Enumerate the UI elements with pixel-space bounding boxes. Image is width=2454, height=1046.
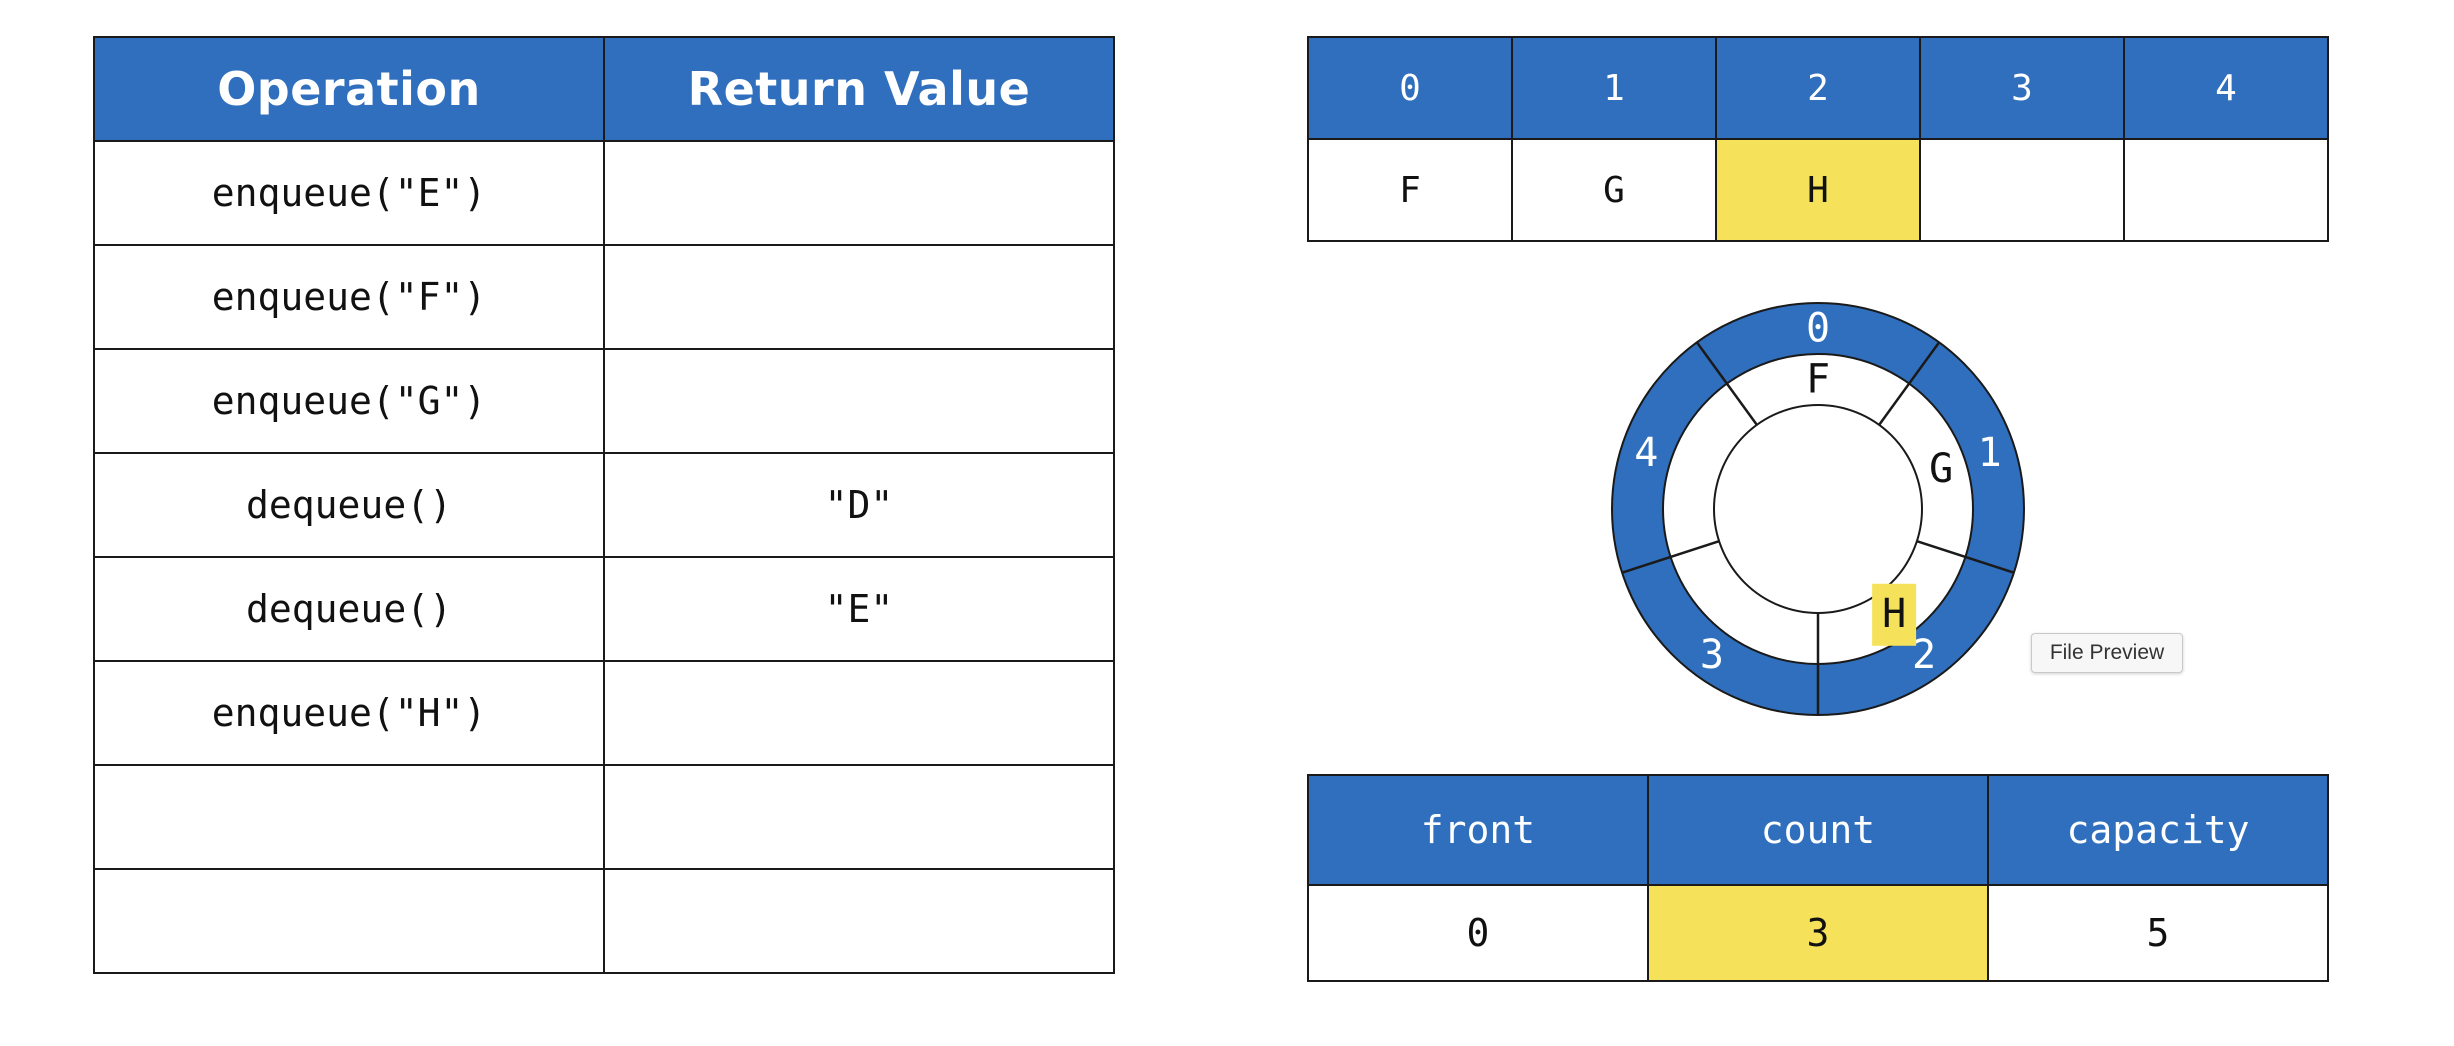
operation-cell: dequeue(): [93, 556, 605, 662]
ring-value-label: G: [1929, 446, 1953, 492]
ring-value-highlight: [1872, 583, 1917, 646]
slot-divider: [1916, 539, 2015, 574]
table-row: dequeue() "E": [93, 556, 1115, 662]
array-index-cell: 2: [1715, 36, 1921, 140]
return-value-cell: "E": [603, 556, 1115, 662]
table-row: enqueue("F"): [93, 244, 1115, 350]
return-value-cell: [603, 244, 1115, 350]
table-row: [93, 764, 1115, 870]
return-value-cell: [603, 868, 1115, 974]
array-index-cell: 3: [1919, 36, 2125, 140]
file-preview-tooltip: File Preview: [2031, 633, 2183, 673]
slot-divider: [1878, 341, 1941, 426]
ring-value-label: F: [1806, 357, 1830, 403]
operation-cell: [93, 868, 605, 974]
table-row: dequeue() "D": [93, 452, 1115, 558]
operation-cell: enqueue("E"): [93, 140, 605, 246]
operation-cell: dequeue(): [93, 452, 605, 558]
operation-cell: enqueue("H"): [93, 660, 605, 766]
return-value-cell: [603, 348, 1115, 454]
array-index-cell: 1: [1511, 36, 1717, 140]
table-row: enqueue("G"): [93, 348, 1115, 454]
table-row: enqueue("E"): [93, 140, 1115, 246]
capacity-value: 5: [1987, 884, 2329, 982]
array-index-row: 0 1 2 3 4: [1307, 36, 2329, 140]
array-value-cell: [1919, 138, 2125, 242]
return-value-cell: "D": [603, 452, 1115, 558]
array-value-cell: H: [1715, 138, 1921, 242]
state-value-row: 0 3 5: [1307, 884, 2329, 982]
front-value: 0: [1307, 884, 1649, 982]
ring-value-label: H: [1882, 591, 1906, 637]
ring-index-label: 3: [1700, 632, 1724, 678]
capacity-header: capacity: [1987, 774, 2329, 886]
operations-table: Operation Return Value enqueue("E") enqu…: [93, 36, 1115, 974]
return-value-cell: [603, 764, 1115, 870]
operation-cell: [93, 764, 605, 870]
ring-index-label: 0: [1806, 306, 1830, 352]
array-table: 0 1 2 3 4 F G H: [1307, 36, 2329, 242]
state-header-row: front count capacity: [1307, 774, 2329, 886]
return-value-cell: [603, 140, 1115, 246]
table-row: enqueue("H"): [93, 660, 1115, 766]
return-value-header: Return Value: [603, 36, 1115, 142]
front-header: front: [1307, 774, 1649, 886]
array-index-cell: 4: [2123, 36, 2329, 140]
operations-header-row: Operation Return Value: [93, 36, 1115, 142]
array-value-cell: [2123, 138, 2329, 242]
operation-cell: enqueue("G"): [93, 348, 605, 454]
array-value-row: F G H: [1307, 138, 2329, 242]
return-value-cell: [603, 660, 1115, 766]
table-row: [93, 868, 1115, 974]
slot-divider: [1621, 539, 1720, 574]
slot-divider: [1695, 341, 1758, 426]
count-header: count: [1647, 774, 1989, 886]
inner-circle: [1713, 404, 1923, 614]
state-table: front count capacity 0 3 5: [1307, 774, 2329, 982]
count-value: 3: [1647, 884, 1989, 982]
operation-header: Operation: [93, 36, 605, 142]
ring-index-label: 4: [1634, 430, 1658, 476]
array-value-cell: G: [1511, 138, 1717, 242]
array-index-cell: 0: [1307, 36, 1513, 140]
ring-index-label: 1: [1978, 430, 2002, 476]
operation-cell: enqueue("F"): [93, 244, 605, 350]
array-value-cell: F: [1307, 138, 1513, 242]
